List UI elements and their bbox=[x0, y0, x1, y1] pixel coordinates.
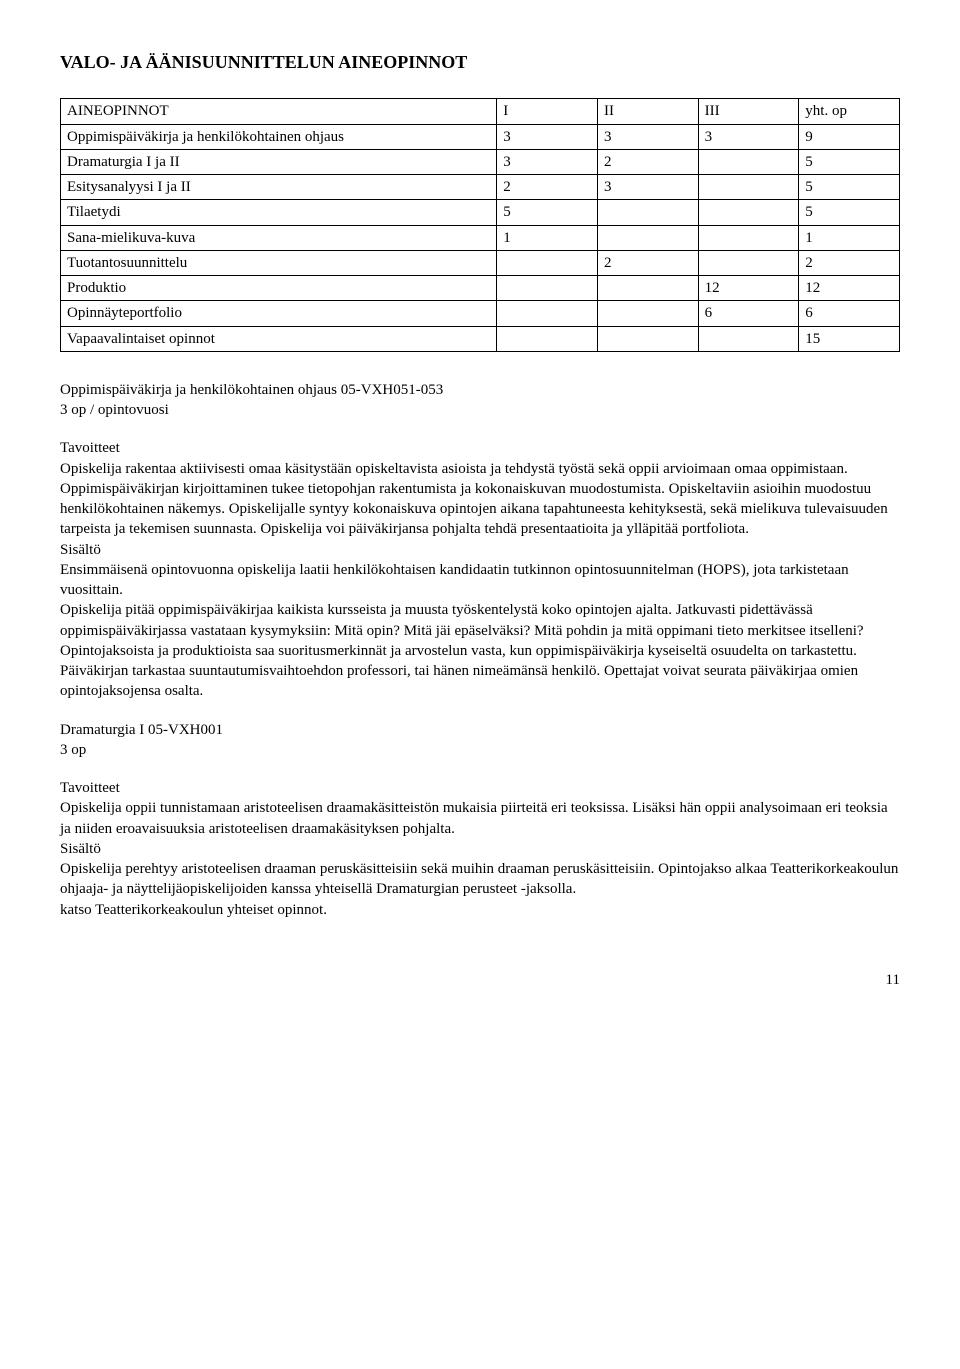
course1-header: Oppimispäiväkirja ja henkilökohtainen oh… bbox=[60, 380, 900, 421]
table-row: Oppimispäiväkirja ja henkilökohtainen oh… bbox=[61, 124, 900, 149]
tavoitteet-text: Opiskelija rakentaa aktiivisesti omaa kä… bbox=[60, 459, 900, 540]
table-row: Sana-mielikuva-kuva11 bbox=[61, 225, 900, 250]
course1-credits: 3 op / opintovuosi bbox=[60, 400, 900, 420]
th-i: I bbox=[497, 99, 598, 124]
sisalto-p2: Opiskelija pitää oppimispäiväkirjaa kaik… bbox=[60, 600, 900, 641]
course1-tavoitteet: Tavoitteet Opiskelija rakentaa aktiivise… bbox=[60, 438, 900, 701]
table-row: Dramaturgia I ja II325 bbox=[61, 149, 900, 174]
study-table: AINEOPINNOT I II III yht. op Oppimispäiv… bbox=[60, 98, 900, 352]
th-label: AINEOPINNOT bbox=[61, 99, 497, 124]
table-row: Tuotantosuunnittelu22 bbox=[61, 250, 900, 275]
table-row: Esitysanalyysi I ja II235 bbox=[61, 175, 900, 200]
course1-title: Oppimispäiväkirja ja henkilökohtainen oh… bbox=[60, 380, 900, 400]
table-row: Tilaetydi55 bbox=[61, 200, 900, 225]
course2-title: Dramaturgia I 05-VXH001 bbox=[60, 720, 900, 740]
tavoitteet-label: Tavoitteet bbox=[60, 778, 900, 798]
sisalto-p1: Opiskelija perehtyy aristoteelisen draam… bbox=[60, 859, 900, 900]
course2-credits: 3 op bbox=[60, 740, 900, 760]
th-iii: III bbox=[698, 99, 799, 124]
page-number: 11 bbox=[60, 970, 900, 990]
sisalto-label: Sisältö bbox=[60, 839, 900, 859]
table-row: Vapaavalintaiset opinnot15 bbox=[61, 326, 900, 351]
table-row: Produktio1212 bbox=[61, 276, 900, 301]
table-row: Opinnäyteportfolio66 bbox=[61, 301, 900, 326]
tavoitteet-text: Opiskelija oppii tunnistamaan aristoteel… bbox=[60, 798, 900, 839]
page-title: VALO- JA ÄÄNISUUNNITTELUN AINEOPINNOT bbox=[60, 50, 900, 74]
th-ii: II bbox=[597, 99, 698, 124]
sisalto-p1: Ensimmäisenä opintovuonna opiskelija laa… bbox=[60, 560, 900, 601]
tavoitteet-label: Tavoitteet bbox=[60, 438, 900, 458]
table-header-row: AINEOPINNOT I II III yht. op bbox=[61, 99, 900, 124]
sisalto-p2: katso Teatterikorkeakoulun yhteiset opin… bbox=[60, 900, 900, 920]
sisalto-p3: Opintojaksoista ja produktioista saa suo… bbox=[60, 641, 900, 702]
course2-header: Dramaturgia I 05-VXH001 3 op bbox=[60, 720, 900, 761]
th-sum: yht. op bbox=[799, 99, 900, 124]
sisalto-label: Sisältö bbox=[60, 540, 900, 560]
course2-body: Tavoitteet Opiskelija oppii tunnistamaan… bbox=[60, 778, 900, 920]
